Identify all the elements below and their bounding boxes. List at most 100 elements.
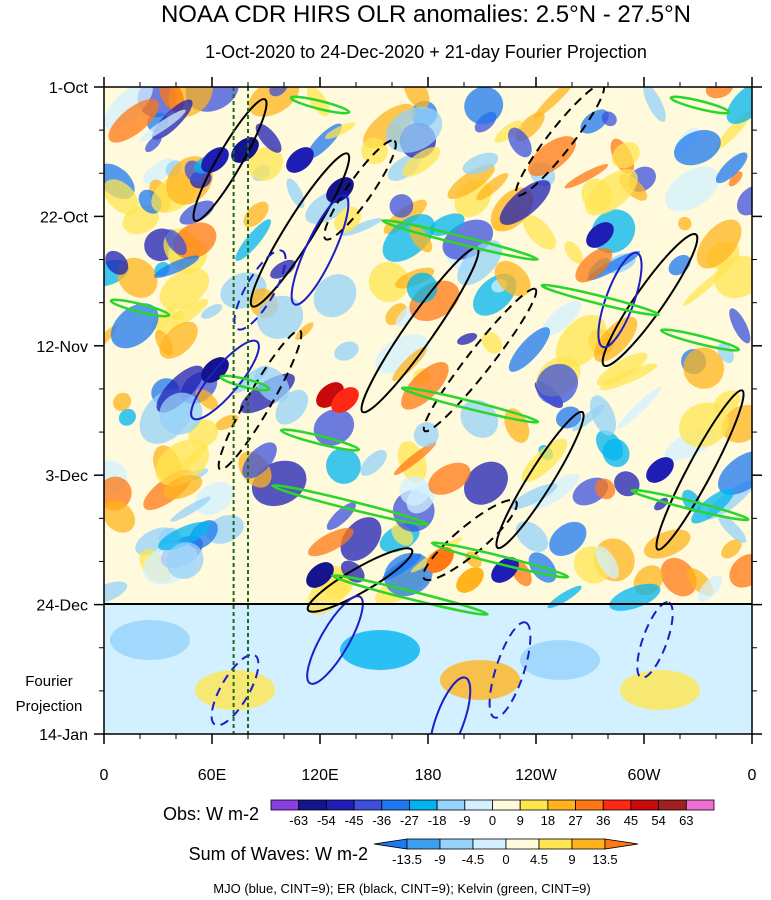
anomaly-blob [499, 180, 551, 225]
y-tick-label: 12-Nov [36, 339, 88, 356]
anomaly-blob [334, 341, 359, 361]
y-tick-label: 24-Dec [36, 598, 88, 615]
colorbar-tick-label: -27 [400, 813, 419, 828]
anomaly-blob [728, 171, 743, 187]
colorbar-tick-label: 13.5 [592, 852, 617, 867]
anomaly-blob [457, 332, 478, 345]
projection-blob [340, 630, 420, 670]
anomaly-blob [678, 216, 692, 231]
anomaly-blob [104, 179, 139, 215]
anomaly-blob [522, 214, 557, 250]
anomaly-blob [255, 123, 282, 153]
kelvin-contour [669, 95, 731, 115]
mjo-contour [210, 653, 260, 727]
anomaly-blob [595, 429, 624, 461]
anomaly-blob [718, 450, 752, 495]
kelvin-contour [430, 541, 570, 579]
kelvin-contour [630, 488, 750, 522]
anomaly-blob [428, 462, 471, 495]
anomaly-blob [508, 127, 532, 158]
kelvin-contour [279, 428, 361, 452]
legend-note: MJO (blue, CINT=9); ER (black, CINT=9); … [213, 881, 590, 896]
anomaly-blob [324, 122, 356, 140]
anomaly-blob [715, 152, 748, 184]
waves-colorbar-label: Sum of Waves: W m-2 [189, 844, 368, 864]
projection-blob [620, 670, 700, 710]
anomaly-blob [617, 386, 662, 429]
anomaly-blob [105, 250, 129, 275]
er-contour [306, 547, 414, 613]
kelvin-contour [219, 374, 271, 392]
anomaly-blob [547, 585, 582, 609]
er-contour [217, 329, 303, 471]
colorbar-tick-label: -18 [428, 813, 447, 828]
kelvin-contour [400, 386, 540, 424]
anomaly-blob [194, 481, 234, 516]
anomaly-blob [599, 363, 658, 391]
colorbar-swatch [519, 799, 549, 811]
anomaly-blob [530, 473, 580, 510]
anomaly-blob [389, 194, 414, 218]
anomaly-blob [528, 136, 576, 177]
anomaly-blob [341, 218, 382, 236]
anomaly-blob [697, 575, 723, 602]
anomaly-blob [201, 303, 223, 319]
anomaly-core [586, 222, 614, 248]
anomaly-blob [313, 274, 357, 318]
anomaly-blob [594, 478, 616, 500]
anomaly-blob [308, 527, 354, 557]
colorbar-tick-label: 0 [502, 852, 509, 867]
anomaly-blob [179, 200, 215, 225]
anomaly-blob [145, 135, 162, 153]
colorbar-swatch [547, 799, 576, 811]
er-contour [192, 98, 268, 222]
anomaly-blob [159, 267, 210, 310]
mjo-contour [233, 249, 287, 331]
colorbar-swatch [373, 838, 408, 850]
anomaly-blob [575, 247, 613, 283]
colorbar-swatch [571, 838, 606, 850]
anomaly-blob [406, 272, 438, 304]
y-axis: 1-Oct 22-Oct 12-Nov 3-Dec 24-Dec 14-Jan [36, 80, 762, 744]
er-contour [655, 389, 745, 551]
anomaly-blob [564, 241, 583, 264]
mjo-contour [428, 676, 472, 734]
anomaly-blob [269, 87, 288, 97]
colorbar-swatch [439, 838, 474, 850]
anomaly-blob [242, 442, 277, 479]
projection-blob [440, 660, 520, 700]
anomaly-blob [118, 408, 136, 426]
anomaly-blob [104, 581, 128, 605]
anomaly-blob [721, 539, 742, 559]
anomaly-blob [729, 308, 751, 344]
anomaly-blob [403, 87, 430, 110]
anomaly-blob [295, 322, 314, 340]
kelvin-contour [109, 298, 171, 318]
colorbar-swatch [505, 838, 540, 850]
colorbar-tick-label: -45 [345, 813, 364, 828]
anomaly-blob [601, 111, 617, 127]
anomaly-blob [254, 366, 290, 403]
x-tick-label: 60E [198, 767, 226, 784]
colorbar-swatch [602, 799, 632, 811]
kelvin-contour [381, 219, 539, 261]
anomaly-blob [257, 295, 304, 339]
anomaly-blob [243, 201, 269, 228]
colorbar-swatch [472, 838, 507, 850]
anomaly-blob [413, 422, 439, 448]
anomaly-blob [564, 164, 609, 189]
colorbar-swatch [630, 799, 660, 811]
anomaly-blob [549, 521, 587, 556]
kelvin-contour [271, 484, 429, 526]
colorbar-swatch [492, 799, 521, 811]
reference-lines [232, 87, 249, 734]
anomaly-blob [509, 483, 558, 510]
projection-blob [110, 620, 190, 660]
anomaly-blob [481, 331, 503, 354]
colorbar-tick-label: -36 [372, 813, 391, 828]
hovmoller-plot [104, 87, 752, 734]
anomaly-blob [155, 439, 210, 486]
anomaly-core [646, 457, 674, 483]
anomaly-blob [476, 172, 509, 201]
